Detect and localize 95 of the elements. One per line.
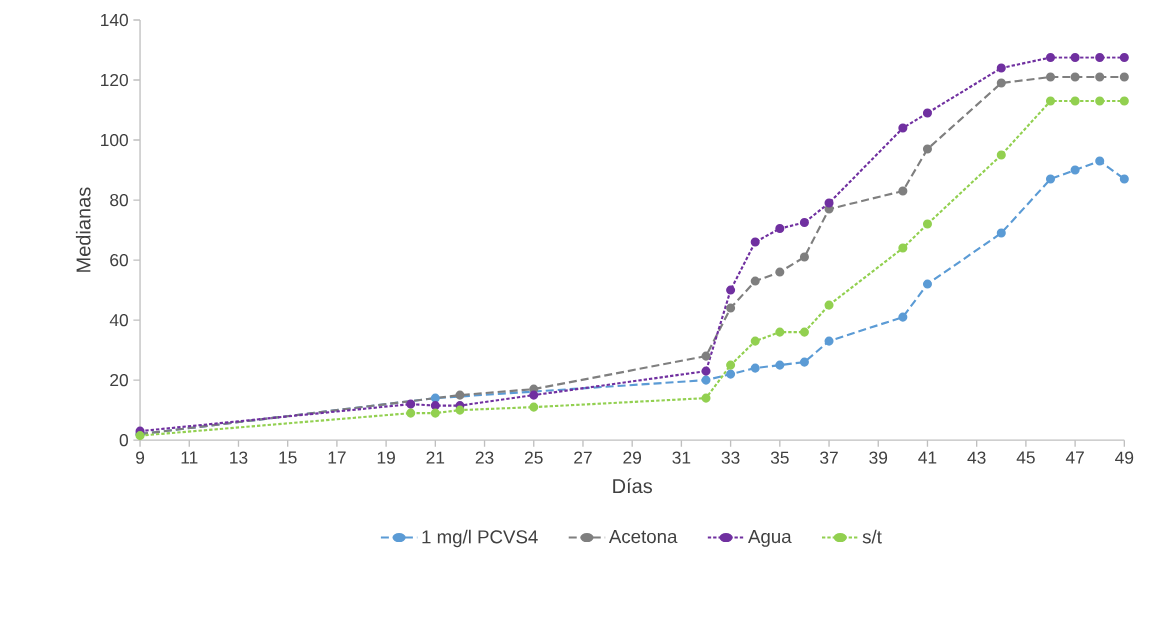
x-tick-label: 27	[574, 451, 592, 464]
point	[1070, 96, 1080, 106]
point	[898, 312, 908, 322]
point	[799, 252, 809, 262]
x-tick-label: 41	[918, 451, 937, 464]
y-tick-label: 40	[109, 314, 128, 327]
point	[430, 408, 440, 418]
point	[1119, 72, 1129, 82]
point	[1095, 53, 1105, 63]
x-tick-label: 19	[377, 451, 395, 465]
x-tick-label: 45	[1016, 451, 1035, 464]
point	[824, 198, 834, 208]
point	[750, 237, 760, 247]
point	[824, 300, 834, 310]
x-tick-label: 39	[869, 451, 888, 465]
point	[701, 393, 711, 403]
point	[1045, 53, 1056, 63]
x-tick-label: 13	[230, 451, 248, 465]
point	[406, 399, 416, 409]
y-tick-label: 140	[101, 14, 128, 27]
point	[701, 375, 711, 385]
point	[726, 360, 736, 370]
y-tick-label: 100	[101, 134, 128, 147]
point	[996, 78, 1006, 88]
point	[1045, 72, 1056, 82]
x-tick-label: 9	[136, 451, 145, 465]
point	[726, 303, 736, 313]
point	[1070, 53, 1080, 63]
point	[701, 366, 711, 376]
point	[1045, 96, 1056, 106]
point	[1119, 96, 1129, 106]
x-tick-label: 29	[623, 451, 642, 465]
point	[1070, 165, 1080, 175]
point	[430, 401, 440, 411]
point	[799, 357, 809, 367]
x-tick-label: 11	[181, 451, 198, 464]
y-tick-label: 20	[110, 374, 128, 387]
legend-label: Agua	[748, 530, 792, 548]
x-tick-label: 47	[1065, 451, 1084, 464]
point	[1119, 174, 1129, 184]
x-tick-label: 31	[672, 451, 691, 465]
point	[406, 408, 416, 418]
point	[922, 108, 932, 118]
point	[898, 243, 908, 253]
point	[430, 393, 440, 403]
x-tick-label: 49	[1115, 451, 1134, 465]
point	[922, 279, 932, 289]
point	[996, 63, 1006, 73]
legend-label: Acetona	[608, 530, 678, 544]
y-tick-label: 60	[110, 254, 128, 267]
legend-label: 1 mg/l PCVS4	[422, 529, 538, 548]
point	[750, 363, 760, 373]
point	[455, 405, 465, 415]
y-axis-title: Medianas	[75, 187, 91, 273]
point	[529, 390, 539, 400]
point	[799, 327, 809, 337]
point	[922, 144, 932, 154]
point	[726, 369, 736, 379]
point	[750, 276, 760, 286]
x-tick-label: 17	[328, 451, 346, 464]
point	[824, 336, 834, 346]
point	[775, 360, 785, 370]
x-tick-label: 33	[721, 451, 740, 465]
point	[750, 336, 760, 346]
x-tick-label: 23	[475, 451, 494, 465]
point	[775, 267, 785, 277]
point	[898, 186, 908, 196]
point	[1070, 72, 1080, 82]
point	[922, 219, 932, 229]
x-tick-label: 25	[524, 451, 543, 465]
point	[996, 150, 1006, 160]
x-axis-title: Días	[613, 478, 653, 494]
point	[1095, 96, 1105, 106]
point	[1045, 174, 1056, 184]
legend-label: s/t	[862, 529, 882, 544]
point	[1095, 156, 1105, 166]
y-tick-label: 0	[119, 434, 128, 447]
point	[1095, 72, 1105, 82]
x-tick-label: 15	[279, 451, 297, 464]
point	[529, 402, 539, 412]
point	[775, 327, 785, 337]
x-tick-label: 35	[770, 451, 789, 465]
y-tick-label: 80	[110, 194, 128, 207]
point	[898, 123, 908, 133]
point	[455, 390, 465, 400]
point	[701, 351, 711, 361]
point	[726, 285, 736, 295]
y-tick-label: 120	[101, 74, 128, 87]
point	[996, 228, 1006, 238]
x-tick-label: 43	[967, 451, 986, 465]
x-tick-label: 37	[820, 451, 838, 465]
point	[775, 224, 785, 234]
x-tick-label: 21	[426, 451, 445, 464]
point	[1119, 53, 1129, 63]
point	[799, 218, 809, 228]
